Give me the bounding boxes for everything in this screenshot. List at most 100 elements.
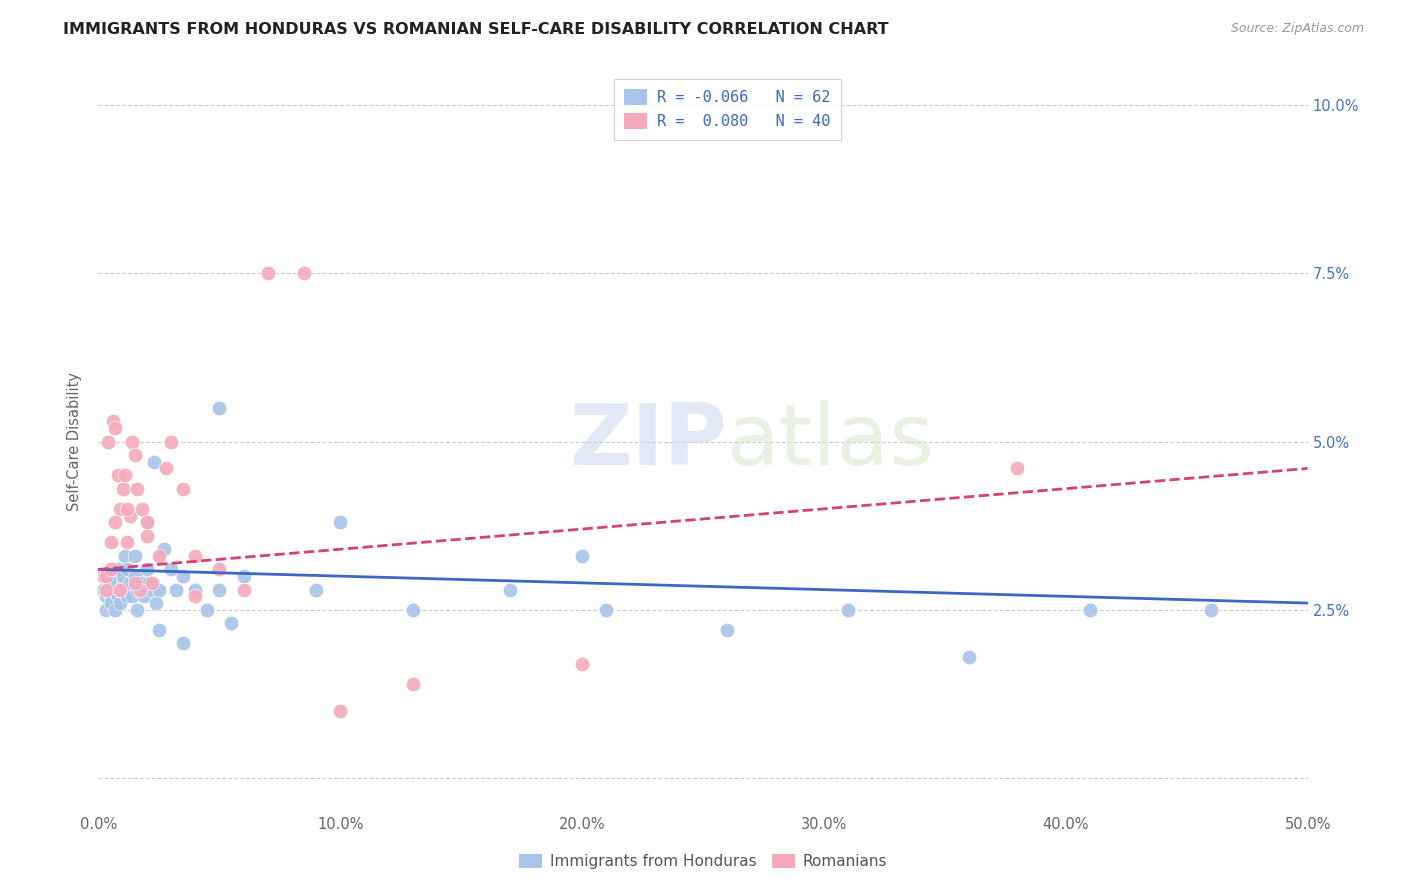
Point: [128, 582, 150, 597]
Point: [837, 603, 859, 617]
Point: [148, 623, 170, 637]
Text: Source: ZipAtlas.com: Source: ZipAtlas.com: [1230, 22, 1364, 36]
Point: [1078, 603, 1101, 617]
Point: [101, 582, 124, 597]
Point: [121, 434, 143, 449]
Point: [232, 582, 254, 597]
Legend: R = -0.066   N = 62, R =  0.080   N = 40: R = -0.066 N = 62, R = 0.080 N = 40: [614, 78, 841, 140]
Point: [104, 516, 127, 530]
Point: [172, 636, 194, 650]
Point: [256, 266, 278, 280]
Point: [118, 582, 141, 597]
Point: [148, 582, 170, 597]
Point: [104, 421, 127, 435]
Point: [94, 603, 117, 617]
Point: [94, 569, 117, 583]
Point: [94, 590, 117, 604]
Point: [135, 516, 157, 530]
Point: [118, 575, 141, 590]
Point: [128, 582, 150, 597]
Point: [716, 623, 738, 637]
Y-axis label: Self-Care Disability: Self-Care Disability: [67, 372, 83, 511]
Point: [101, 569, 124, 583]
Text: ZIP: ZIP: [569, 400, 727, 483]
Point: [124, 549, 146, 563]
Point: [100, 562, 122, 576]
Point: [329, 704, 352, 718]
Point: [114, 582, 136, 597]
Point: [595, 603, 617, 617]
Point: [94, 582, 117, 597]
Point: [208, 582, 231, 597]
Point: [100, 596, 122, 610]
Point: [100, 535, 122, 549]
Point: [127, 603, 149, 617]
Point: [97, 569, 120, 583]
Point: [114, 468, 136, 483]
Point: [131, 501, 153, 516]
Point: [108, 501, 131, 516]
Text: atlas: atlas: [727, 400, 935, 483]
Point: [172, 482, 194, 496]
Point: [108, 582, 131, 597]
Point: [329, 516, 352, 530]
Point: [141, 582, 163, 597]
Point: [208, 562, 231, 576]
Point: [107, 590, 129, 604]
Point: [160, 434, 183, 449]
Point: [111, 482, 134, 496]
Point: [117, 562, 139, 576]
Point: [208, 401, 231, 415]
Point: [195, 603, 218, 617]
Point: [571, 549, 593, 563]
Point: [91, 569, 114, 583]
Point: [117, 535, 139, 549]
Point: [402, 603, 425, 617]
Point: [131, 575, 153, 590]
Point: [100, 575, 122, 590]
Point: [957, 649, 980, 664]
Point: [155, 461, 177, 475]
Point: [104, 603, 127, 617]
Point: [172, 569, 194, 583]
Point: [118, 508, 141, 523]
Point: [160, 562, 183, 576]
Point: [111, 575, 134, 590]
Point: [138, 575, 160, 590]
Point: [127, 482, 149, 496]
Point: [221, 616, 243, 631]
Point: [232, 569, 254, 583]
Point: [107, 562, 129, 576]
Point: [145, 596, 167, 610]
Point: [124, 569, 146, 583]
Point: [104, 575, 127, 590]
Point: [117, 501, 139, 516]
Point: [97, 582, 120, 597]
Point: [135, 516, 157, 530]
Text: IMMIGRANTS FROM HONDURAS VS ROMANIAN SELF-CARE DISABILITY CORRELATION CHART: IMMIGRANTS FROM HONDURAS VS ROMANIAN SEL…: [63, 22, 889, 37]
Point: [135, 562, 157, 576]
Point: [101, 414, 124, 428]
Point: [108, 596, 131, 610]
Point: [1199, 603, 1222, 617]
Point: [141, 575, 163, 590]
Point: [184, 582, 207, 597]
Legend: Immigrants from Honduras, Romanians: Immigrants from Honduras, Romanians: [513, 848, 893, 875]
Point: [97, 434, 120, 449]
Point: [100, 590, 122, 604]
Point: [165, 582, 187, 597]
Point: [135, 529, 157, 543]
Point: [127, 582, 149, 597]
Point: [121, 590, 143, 604]
Point: [117, 590, 139, 604]
Point: [111, 569, 134, 583]
Point: [571, 657, 593, 671]
Point: [108, 582, 131, 597]
Point: [1007, 461, 1029, 475]
Point: [124, 575, 146, 590]
Point: [124, 448, 146, 462]
Point: [143, 455, 166, 469]
Point: [305, 582, 328, 597]
Point: [91, 582, 114, 597]
Point: [184, 590, 207, 604]
